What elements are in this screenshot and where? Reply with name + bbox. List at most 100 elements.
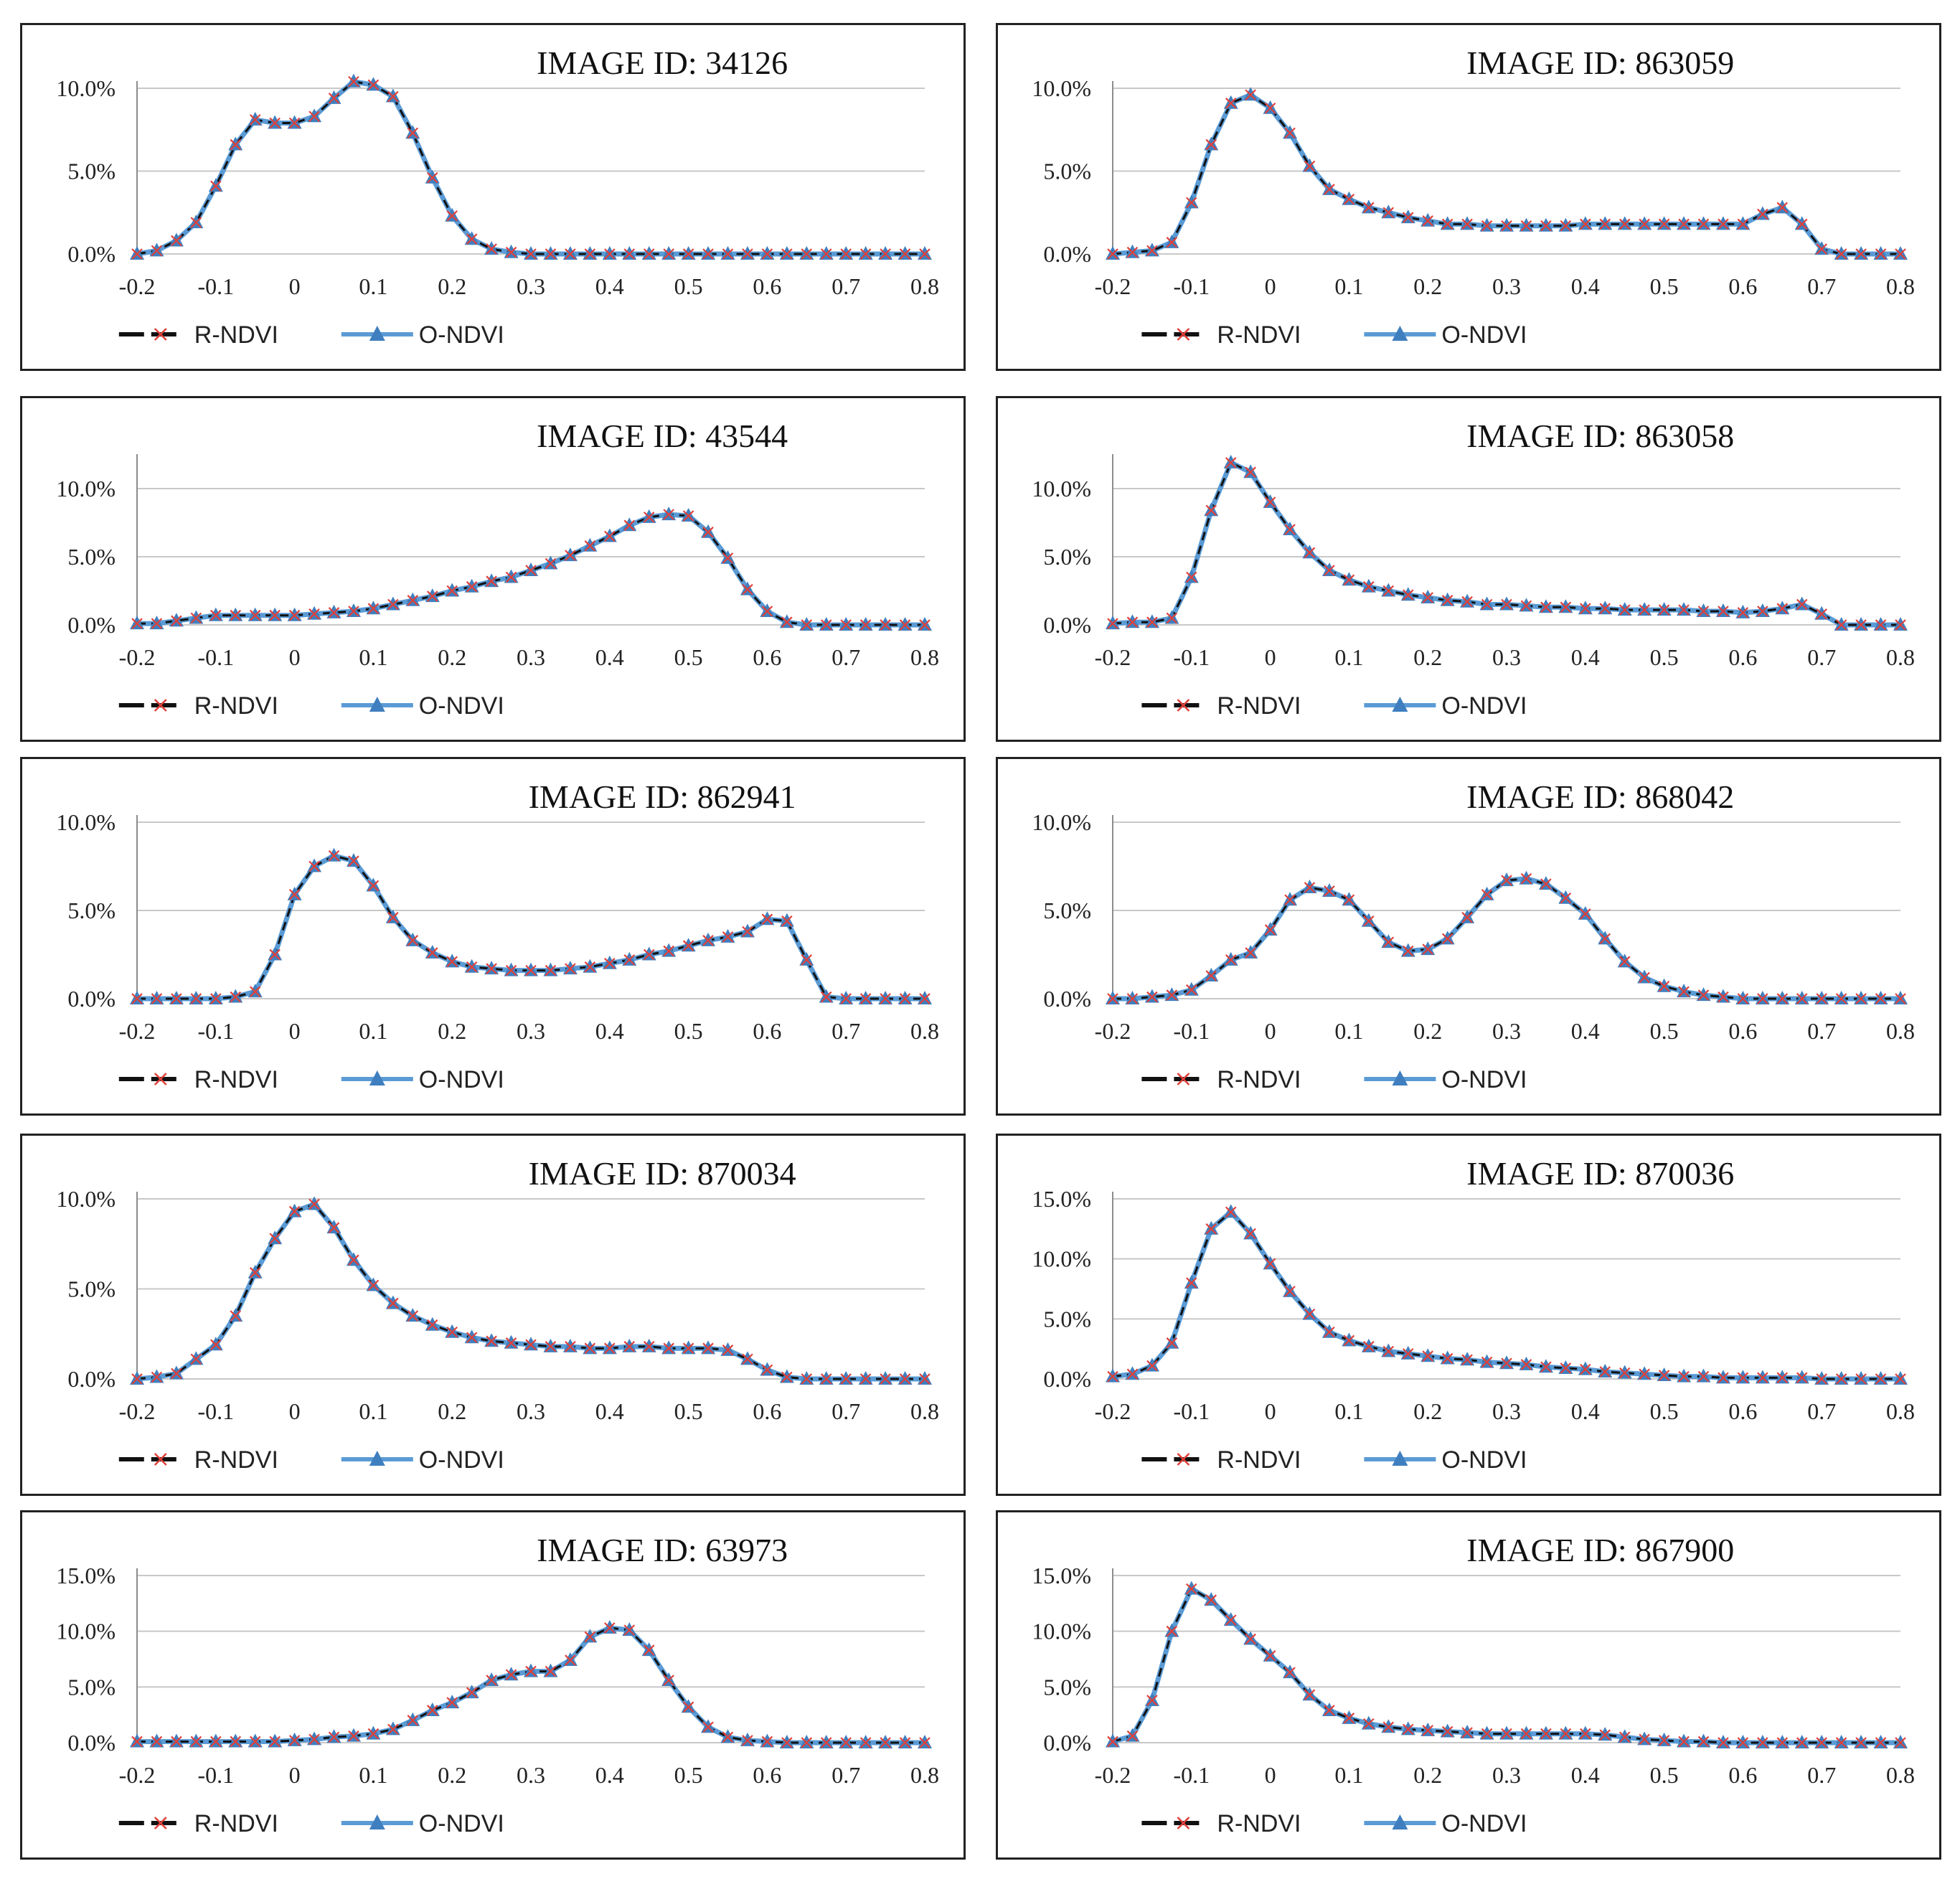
legend-label-o-ndvi: O-NDVI (419, 692, 504, 720)
r-ndvi-point (643, 248, 655, 260)
r-ndvi-point (230, 138, 242, 151)
x-tick-label: 0.4 (595, 1018, 624, 1044)
r-ndvi-point (1835, 248, 1847, 260)
r-ndvi-point (1540, 1728, 1552, 1740)
r-ndvi-point (643, 1341, 655, 1352)
x-tick-label: 0.1 (359, 1398, 387, 1424)
x-tick-label: 0.8 (1886, 1762, 1915, 1788)
r-ndvi-point (899, 993, 911, 1004)
r-ndvi-point (1580, 1728, 1591, 1740)
r-ndvi-point (1363, 1341, 1375, 1352)
r-ndvi-point (1245, 466, 1256, 478)
r-ndvi-point (545, 248, 557, 260)
r-ndvi-point (702, 527, 714, 538)
r-ndvi-point (801, 954, 813, 966)
x-tick-label: 0.8 (910, 644, 939, 670)
r-ndvi-point (210, 993, 222, 1004)
series-line-r-ndvi (1112, 93, 1900, 255)
r-ndvi-point (367, 79, 380, 91)
r-ndvi-point (1619, 1731, 1631, 1743)
x-tick-label: -0.1 (197, 273, 234, 299)
r-ndvi-point (505, 571, 517, 583)
r-ndvi-point (1107, 993, 1118, 1004)
chart-title: IMAGE ID: 862941 (529, 778, 796, 815)
r-ndvi-point (919, 619, 930, 631)
r-ndvi-point (1441, 933, 1453, 945)
r-ndvi-point (1501, 220, 1512, 232)
r-ndvi-point (446, 956, 458, 968)
x-tick-label: 0.4 (1571, 1398, 1600, 1424)
y-tick-label: 10.0% (56, 1619, 116, 1644)
r-ndvi-point (308, 110, 320, 123)
r-ndvi-point (151, 245, 163, 257)
r-ndvi-point (1284, 524, 1296, 535)
y-tick-label: 0.0% (67, 1730, 116, 1756)
r-ndvi-point (328, 93, 340, 104)
r-ndvi-point (1816, 1737, 1827, 1748)
x-tick-label: 0.8 (1886, 644, 1915, 670)
r-ndvi-point (1599, 933, 1611, 945)
r-ndvi-point (1382, 1721, 1395, 1733)
r-ndvi-point (859, 1373, 872, 1385)
r-ndvi-point (899, 248, 911, 260)
r-ndvi-point (308, 1733, 320, 1746)
x-tick-label: 0.3 (1492, 1398, 1521, 1424)
r-ndvi-point (1619, 218, 1631, 230)
x-tick-label: 0.1 (1334, 1762, 1363, 1788)
r-ndvi-point (742, 1735, 753, 1746)
x-tick-label: 0.3 (1492, 1018, 1521, 1044)
x-tick-label: 0.6 (753, 273, 781, 299)
y-tick-label: 0.0% (67, 1366, 116, 1392)
legend-label-r-ndvi: R-NDVI (194, 1810, 278, 1837)
r-ndvi-point (1146, 245, 1158, 257)
r-ndvi-point (663, 248, 674, 260)
x-tick-label: -0.1 (1173, 273, 1210, 299)
r-ndvi-point (1461, 595, 1473, 608)
r-ndvi-point (1855, 993, 1867, 1004)
r-ndvi-point (682, 940, 694, 951)
r-ndvi-point (171, 1736, 182, 1748)
x-tick-label: -0.2 (1095, 1018, 1131, 1044)
x-tick-label: -0.1 (1173, 1398, 1210, 1424)
r-ndvi-point (486, 575, 497, 587)
x-tick-label: 0.8 (1886, 1018, 1915, 1044)
r-ndvi-point (1619, 604, 1631, 616)
r-ndvi-point (486, 963, 497, 974)
r-ndvi-point (840, 248, 852, 260)
legend-marker-r-ndvi (154, 328, 167, 341)
r-ndvi-point (151, 1736, 163, 1748)
r-ndvi-point (1580, 1363, 1591, 1375)
r-ndvi-point (1501, 1728, 1512, 1740)
r-ndvi-point (1718, 606, 1729, 617)
r-ndvi-point (387, 598, 399, 611)
x-tick-label: 0 (1265, 1398, 1276, 1424)
chart-svg: 0.0% 5.0% 10.0% 15.0% -0.2 -0.1 0 0.1 0.2 0.3 0.4 0… (1032, 1532, 1915, 1837)
r-ndvi-point (486, 243, 497, 255)
r-ndvi-point (565, 550, 576, 561)
series-line-o-ndvi (1112, 1586, 1900, 1746)
r-ndvi-point (1580, 603, 1591, 614)
r-ndvi-point (1225, 954, 1237, 966)
r-ndvi-point (761, 913, 773, 926)
chart-svg: 0.0% 5.0% 10.0% -0.2 -0.1 0 0.1 0.2 0.3 0.4 0.5 0.6… (56, 44, 939, 349)
r-ndvi-point (230, 991, 242, 1003)
r-ndvi-point (1560, 1728, 1572, 1740)
r-ndvi-point (1776, 1737, 1789, 1748)
r-ndvi-point (1264, 924, 1276, 936)
r-ndvi-point (1580, 218, 1591, 230)
r-ndvi-point (1678, 986, 1690, 997)
r-ndvi-point (722, 931, 734, 943)
r-ndvi-point (1284, 127, 1296, 139)
r-ndvi-point (131, 248, 143, 260)
r-ndvi-point (1146, 991, 1158, 1003)
r-ndvi-point (840, 1373, 852, 1385)
r-ndvi-point (269, 117, 281, 129)
r-ndvi-point (742, 248, 753, 260)
r-ndvi-point (466, 233, 478, 245)
r-ndvi-point (1520, 600, 1532, 612)
r-ndvi-point (1363, 202, 1375, 214)
r-ndvi-point (1639, 1733, 1650, 1746)
x-tick-label: 0.1 (1334, 1018, 1363, 1044)
r-ndvi-point (1363, 915, 1375, 927)
